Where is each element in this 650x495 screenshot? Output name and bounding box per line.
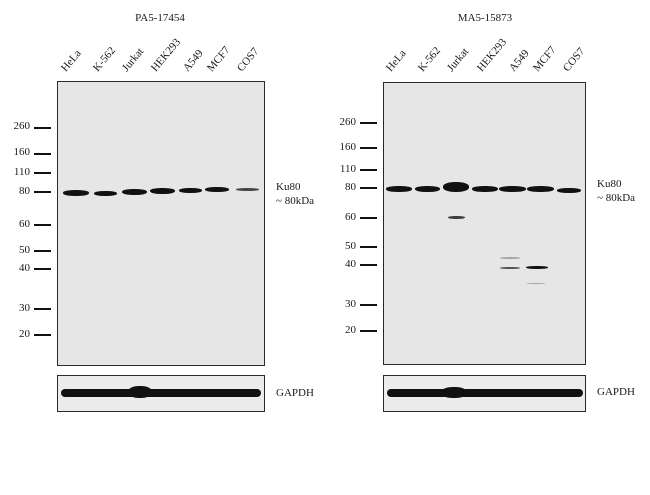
mw-marker-label: 110 xyxy=(13,166,30,178)
lane-label: MCF7 xyxy=(530,44,559,74)
band-ku80 xyxy=(415,186,440,192)
band-minor xyxy=(500,257,520,259)
band-ku80 xyxy=(122,189,147,195)
mw-tick xyxy=(34,268,51,270)
mw-tick xyxy=(34,224,51,226)
mw-tick xyxy=(360,246,377,248)
mw-marker-label: 110 xyxy=(339,163,356,175)
mw-marker-label: 30 xyxy=(345,298,356,310)
mw-marker-label: 80 xyxy=(345,181,356,193)
mw-marker-label: 40 xyxy=(19,262,30,274)
mw-tick xyxy=(34,172,51,174)
lane-label: HEK293 xyxy=(474,36,510,74)
panel-right-blot-image xyxy=(383,82,586,365)
band-minor xyxy=(526,283,546,284)
mw-marker-label: 50 xyxy=(19,244,30,256)
mw-tick xyxy=(34,308,51,310)
mw-tick xyxy=(360,147,377,149)
mw-marker-label: 20 xyxy=(345,324,356,336)
band-gapdh xyxy=(441,387,467,398)
band-ku80 xyxy=(443,182,469,192)
mw-tick xyxy=(34,153,51,155)
lane-label: K-562 xyxy=(415,44,444,74)
mw-marker-label: 40 xyxy=(345,258,356,270)
mw-tick xyxy=(34,250,51,252)
mw-marker-label: 160 xyxy=(339,141,357,153)
mw-tick xyxy=(360,122,377,124)
lane-label: MCF7 xyxy=(204,44,233,74)
mw-tick xyxy=(360,187,377,189)
mw-tick xyxy=(34,334,51,336)
lane-label: HEK293 xyxy=(148,36,184,74)
band-minor-40kda xyxy=(526,266,548,269)
panel-left-title: PA5-17454 xyxy=(135,12,185,24)
mw-tick xyxy=(360,217,377,219)
mw-tick xyxy=(360,330,377,332)
lane-label: COS7 xyxy=(234,45,262,74)
band-ku80 xyxy=(236,188,259,191)
mw-marker-label: 60 xyxy=(345,211,356,223)
band-ku80 xyxy=(499,186,526,192)
mw-tick xyxy=(360,264,377,266)
target-label: Ku80 ~ 80kDa xyxy=(597,178,636,204)
lane-label: HeLa xyxy=(383,47,409,74)
band-ku80 xyxy=(472,186,498,192)
loading-control-label: GAPDH xyxy=(276,387,314,399)
panel-right-title: MA5-15873 xyxy=(457,12,513,24)
band-ku80 xyxy=(63,190,89,196)
lane-label: A549 xyxy=(506,47,532,74)
band-gapdh xyxy=(128,386,152,398)
panel-right-gapdh-blot xyxy=(383,375,586,412)
mw-marker-label: 80 xyxy=(19,185,30,197)
band-ku80 xyxy=(527,186,554,192)
band-ku80 xyxy=(94,191,117,196)
lane-label: COS7 xyxy=(560,45,588,74)
band-minor-40kda xyxy=(500,267,520,269)
band-ku80 xyxy=(150,188,175,194)
mw-tick xyxy=(360,169,377,171)
mw-marker-label: 20 xyxy=(19,328,30,340)
mw-marker-label: 60 xyxy=(19,218,30,230)
band-ku80 xyxy=(179,188,202,193)
panel-left-gapdh-blot xyxy=(57,375,265,412)
panel-left-blot-image xyxy=(57,81,265,366)
band-gapdh xyxy=(387,389,583,397)
band-gapdh xyxy=(61,389,261,397)
mw-tick xyxy=(34,127,51,129)
lane-label: A549 xyxy=(180,47,206,74)
band-ku80 xyxy=(557,188,581,193)
mw-marker-label: 260 xyxy=(13,120,31,132)
lane-label: HeLa xyxy=(58,47,84,74)
mw-tick xyxy=(360,304,377,306)
mw-marker-label: 30 xyxy=(19,302,30,314)
loading-control-label: GAPDH xyxy=(597,386,635,398)
mw-marker-label: 50 xyxy=(345,240,356,252)
lane-label: Jurkat xyxy=(444,45,472,74)
band-minor-60kda xyxy=(448,216,465,219)
band-ku80 xyxy=(205,187,229,192)
mw-marker-label: 160 xyxy=(13,146,31,158)
band-ku80 xyxy=(386,186,412,192)
lane-label: K-562 xyxy=(90,44,119,74)
mw-marker-label: 260 xyxy=(339,116,357,128)
target-label: Ku80 ~ 80kDa xyxy=(276,181,315,207)
lane-label: Jurkat xyxy=(119,45,147,74)
mw-tick xyxy=(34,191,51,193)
